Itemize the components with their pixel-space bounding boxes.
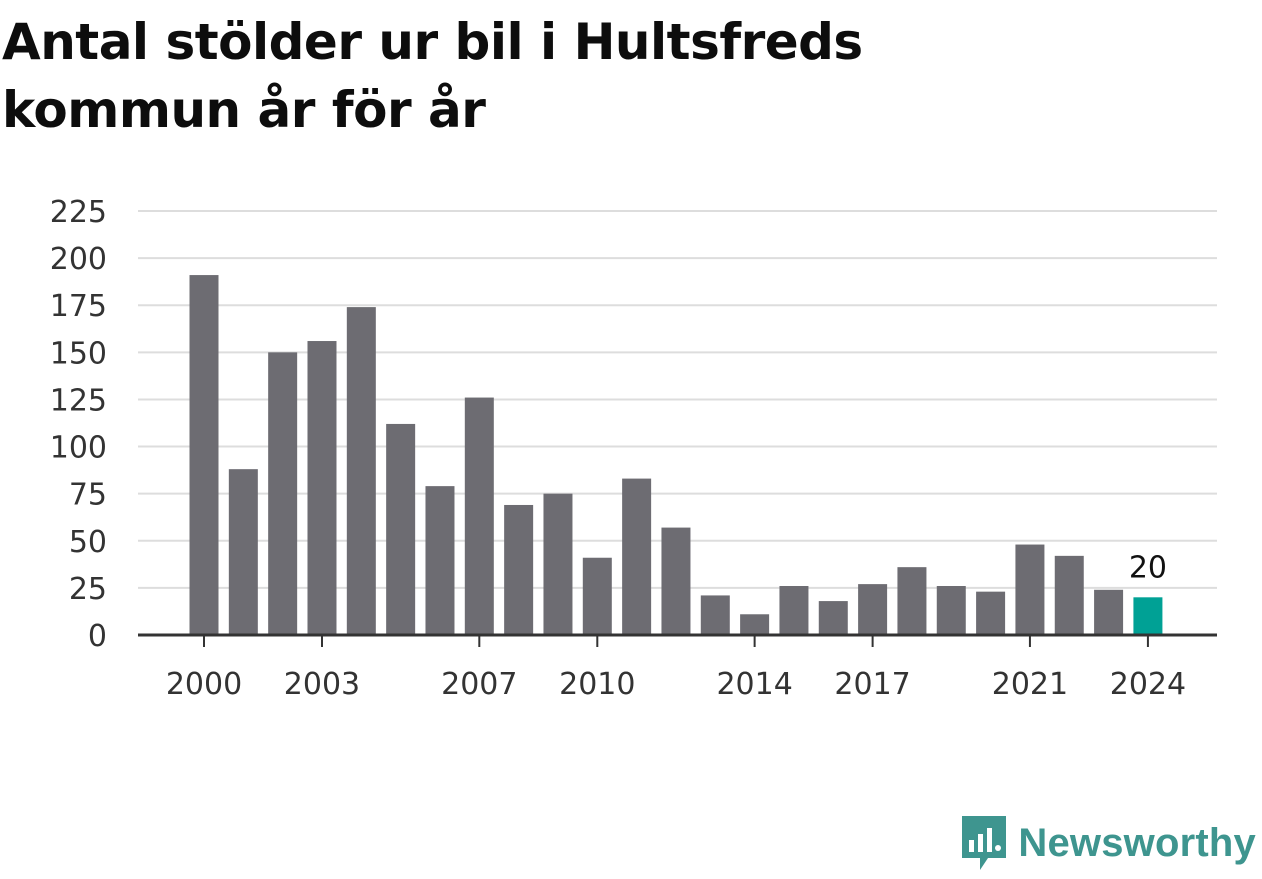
bar	[700, 595, 730, 635]
bar	[976, 591, 1006, 635]
y-tick-label: 75	[69, 478, 107, 513]
x-tick-label: 2014	[716, 667, 792, 702]
bar	[543, 493, 573, 635]
bar	[189, 275, 219, 635]
x-tick-label: 2021	[992, 667, 1068, 702]
chart-title: Antal stölder ur bil i Hultsfreds kommun…	[2, 13, 863, 139]
bar	[268, 352, 298, 635]
y-tick-label: 100	[50, 431, 107, 466]
bar	[897, 567, 927, 635]
y-tick-label: 225	[50, 195, 107, 230]
bar	[740, 614, 770, 635]
x-tick-label: 2024	[1110, 667, 1186, 702]
bar	[779, 586, 809, 635]
y-tick-label: 0	[88, 619, 107, 654]
x-tick-label: 2010	[559, 667, 635, 702]
brand-logo: Newsworthy	[960, 813, 1256, 873]
bar	[1094, 589, 1124, 635]
y-tick-label: 150	[50, 336, 107, 371]
bar	[622, 478, 652, 635]
y-tick-label: 50	[69, 525, 107, 560]
x-tick-label: 2017	[834, 667, 910, 702]
bar	[1133, 597, 1163, 635]
bar	[582, 557, 612, 635]
x-tick-label: 2000	[166, 667, 242, 702]
y-tick-label: 25	[69, 572, 107, 607]
bar	[858, 584, 888, 635]
bar	[504, 504, 534, 635]
bar-chart: 0 25 50 75 100 125 150 175 200 225 2000 2003 2007 201…	[50, 195, 1217, 702]
bar	[307, 341, 337, 635]
bar	[228, 469, 258, 635]
y-tick-label: 125	[50, 383, 107, 418]
bar	[818, 601, 848, 635]
x-tick-label: 2007	[441, 667, 517, 702]
y-tick-label: 175	[50, 289, 107, 324]
bar	[425, 486, 455, 635]
bar	[1015, 544, 1045, 635]
brand-name: Newsworthy	[1018, 820, 1256, 865]
bar	[386, 423, 416, 635]
value-label: 20	[1129, 550, 1167, 585]
bar	[464, 397, 494, 635]
bar	[1054, 555, 1084, 635]
newsworthy-logo-icon	[962, 816, 1007, 870]
y-tick-label: 200	[50, 242, 107, 277]
bar	[661, 527, 691, 635]
bar	[346, 307, 376, 635]
x-tick-label: 2003	[284, 667, 360, 702]
bar	[936, 586, 966, 635]
